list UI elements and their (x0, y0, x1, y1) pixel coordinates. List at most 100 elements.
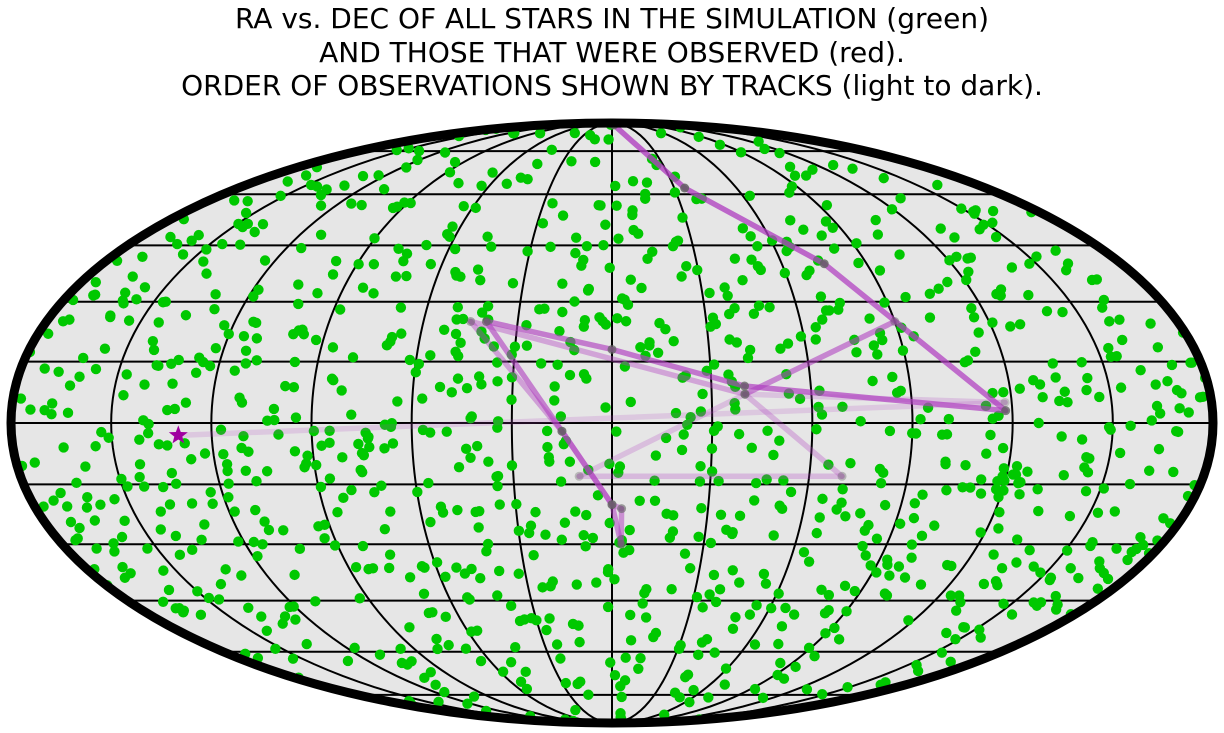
star-point (1081, 384, 1092, 396)
star-point (542, 441, 553, 453)
star-point (373, 170, 384, 181)
star-point (139, 481, 150, 492)
star-point (708, 425, 720, 437)
star-point (765, 603, 777, 614)
star-point (1061, 545, 1073, 556)
star-point (1114, 447, 1126, 459)
star-point (821, 199, 833, 211)
star-point (681, 260, 692, 272)
star-point (682, 419, 693, 430)
star-point (916, 530, 928, 542)
star-point (293, 298, 304, 310)
star-point (692, 264, 703, 276)
star-point (447, 221, 458, 232)
star-point (337, 452, 348, 463)
star-point (897, 345, 909, 356)
star-point (288, 381, 300, 393)
track-segment (742, 391, 845, 480)
star-point (1091, 274, 1103, 285)
star-point (148, 344, 160, 356)
star-point (430, 679, 441, 691)
star-point (324, 425, 335, 437)
star-point (611, 200, 622, 211)
star-point (556, 534, 567, 545)
star-point (744, 190, 755, 202)
star-point (1033, 417, 1044, 429)
star-point (158, 481, 169, 493)
star-point (290, 614, 301, 625)
star-point (748, 308, 760, 319)
star-point (300, 170, 312, 181)
star-point (1084, 453, 1095, 464)
star-point (595, 200, 606, 211)
star-point (1056, 431, 1067, 442)
star-point (1054, 395, 1065, 407)
star-point (134, 434, 145, 445)
star-point (734, 510, 746, 522)
star-point (296, 242, 307, 254)
star-point (941, 429, 953, 440)
track-segment (175, 399, 1008, 439)
star-point (1024, 545, 1035, 556)
star-point (737, 223, 749, 234)
star-point (543, 451, 555, 463)
star-point (65, 516, 77, 528)
star-point (781, 245, 792, 257)
star-point (425, 258, 437, 270)
star-point (506, 394, 517, 405)
star-point (278, 525, 289, 536)
star-point (418, 588, 430, 600)
observed-star-point (740, 389, 750, 399)
star-point (591, 577, 602, 588)
star-point (1028, 561, 1039, 572)
star-point (342, 655, 354, 667)
star-point (639, 193, 651, 204)
star-point (534, 128, 546, 139)
star-point (733, 428, 745, 440)
star-point (774, 435, 785, 446)
star-point (860, 550, 871, 561)
star-point (1044, 574, 1055, 586)
star-point (178, 607, 189, 618)
star-point (243, 602, 254, 613)
star-point (528, 550, 539, 561)
star-point (554, 325, 565, 337)
star-point (746, 254, 757, 265)
star-point (992, 476, 1003, 487)
star-point (441, 426, 452, 437)
star-point (915, 579, 927, 590)
star-point (209, 303, 220, 315)
star-point (142, 543, 153, 554)
star-point (727, 565, 738, 576)
star-point (975, 527, 986, 538)
observed-star-point (740, 389, 750, 399)
star-point (616, 691, 627, 703)
star-point (990, 231, 1002, 243)
star-point (1146, 415, 1157, 426)
star-point (813, 401, 824, 413)
star-point (180, 310, 192, 321)
star-point (963, 266, 974, 277)
star-point (119, 515, 130, 527)
star-point (1197, 391, 1209, 402)
observed-star-point (890, 316, 900, 326)
star-point (450, 328, 462, 340)
star-point (697, 388, 708, 400)
star-point (570, 247, 581, 259)
star-point (250, 317, 262, 329)
star-point (620, 652, 631, 663)
star-point (578, 530, 589, 541)
star-point (720, 663, 732, 674)
star-point (824, 305, 835, 316)
star-point (358, 450, 370, 461)
star-point (134, 471, 145, 483)
star-point (261, 466, 273, 477)
star-point (772, 669, 783, 681)
star-point (261, 625, 273, 636)
star-point (557, 306, 568, 318)
observed-star-point (819, 259, 829, 269)
track-segment (483, 318, 565, 434)
star-point (684, 563, 696, 574)
star-point (680, 671, 691, 683)
star-point (649, 495, 661, 506)
